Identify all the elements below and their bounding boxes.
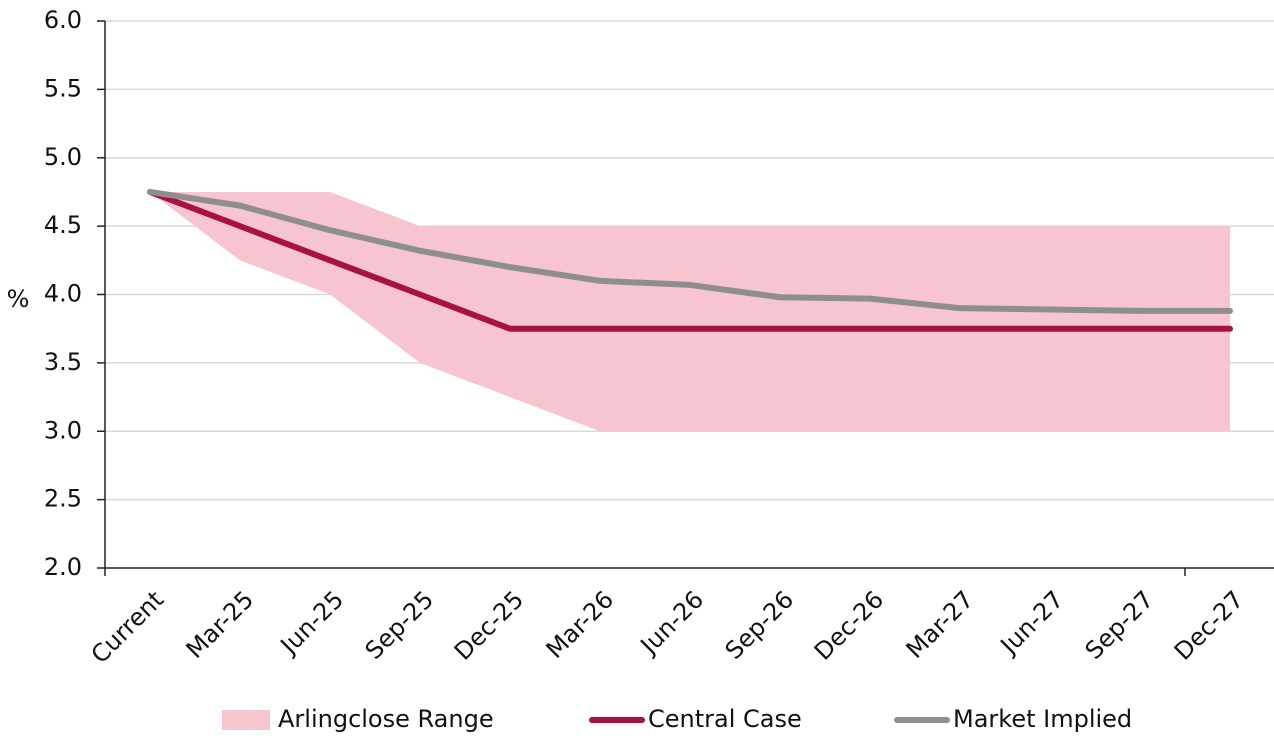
- y-tick-label: 3.0: [44, 416, 82, 444]
- y-tick-label: 4.0: [44, 280, 82, 308]
- x-tick-label: Sep-25: [360, 585, 440, 665]
- y-tick-label: 6.0: [44, 6, 82, 34]
- series-line: [147, 188, 1233, 332]
- x-tick-label: Jun-25: [274, 585, 349, 660]
- legend-label: Market Implied: [953, 705, 1132, 733]
- x-tick-label: Sep-26: [720, 585, 800, 665]
- legend-label: Central Case: [648, 705, 802, 733]
- y-tick-label: 2.5: [44, 485, 82, 513]
- x-tick-label: Mar-26: [541, 585, 619, 663]
- x-tick-label: Sep-27: [1080, 585, 1160, 665]
- y-tick-label: 4.5: [44, 211, 82, 239]
- y-tick-label: 5.0: [44, 143, 82, 171]
- legend-label: Arlingclose Range: [278, 705, 494, 733]
- y-axis-label: %: [7, 285, 30, 313]
- legend-swatch: [222, 710, 270, 730]
- x-tick-label: Jun-27: [994, 585, 1069, 660]
- y-tick-label: 5.5: [44, 74, 82, 102]
- x-tick-label: Mar-27: [901, 585, 979, 663]
- x-tick-label: Dec-27: [1169, 585, 1249, 665]
- y-tick-label: 3.5: [44, 348, 82, 376]
- x-tick-label: Jun-26: [634, 585, 709, 660]
- x-tick-label: Dec-25: [449, 585, 529, 665]
- x-tick-label: Mar-25: [181, 585, 259, 663]
- series-line: [147, 188, 1233, 314]
- x-tick-label: Dec-26: [809, 585, 889, 665]
- y-tick-label: 2.0: [44, 553, 82, 581]
- x-tick-label: Current: [86, 585, 170, 669]
